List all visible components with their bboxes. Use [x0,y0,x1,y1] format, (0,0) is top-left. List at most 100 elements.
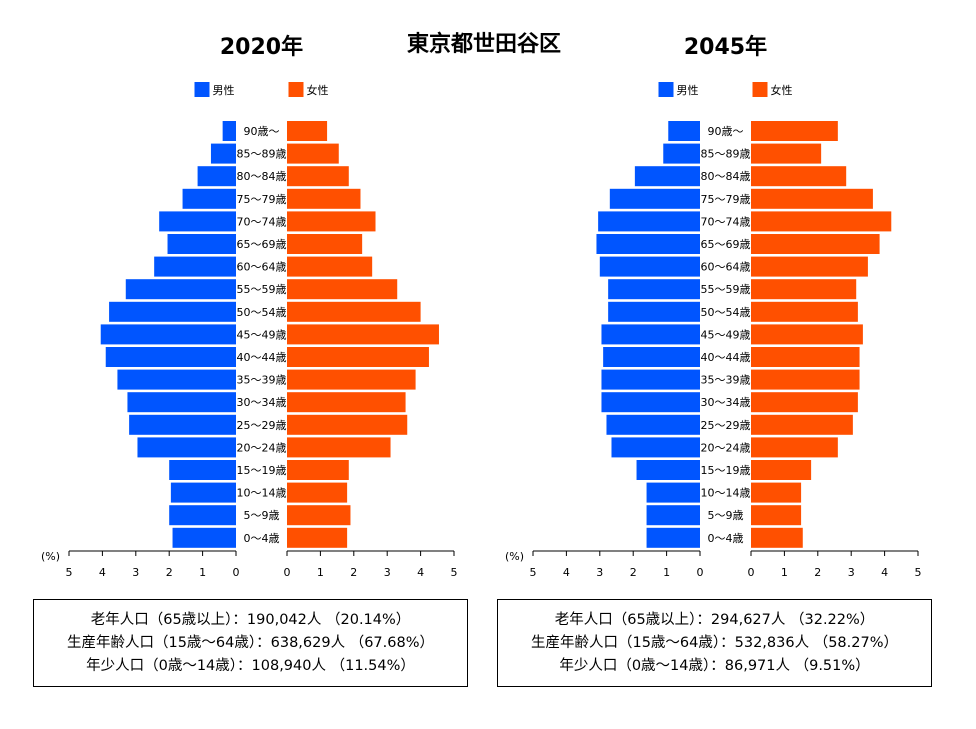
bar-male [609,188,700,209]
age-label: 80〜84歳 [701,170,751,183]
age-label: 75〜79歳 [237,193,287,206]
bar-male [210,143,236,164]
age-label: 35〜39歳 [701,374,751,387]
bar-male [608,301,700,322]
legend-label-male: 男性 [677,83,699,97]
age-label: 20〜24歳 [237,441,287,454]
age-label: 25〜29歳 [237,419,287,432]
bar-female [751,505,802,526]
summary-elderly: 老年人口（65歳以上）：294,627人 （32.22%） [554,611,875,628]
bar-female [287,234,363,254]
age-label: 65〜69歳 [701,238,751,251]
bar-male [668,121,700,141]
bar-female [751,121,838,141]
summary-elderly: 老年人口（65歳以上）：190,042人 （20.14%） [90,611,411,628]
bar-male [601,369,700,390]
legend-swatch-female [288,82,304,97]
bar-male [117,369,236,390]
bar-female [287,166,349,187]
tick-label: 0 [697,566,704,579]
summary-box-2020: 老年人口（65歳以上）：190,042人 （20.14%） 生産年齢人口（15歳… [33,599,468,687]
tick-label: 5 [66,566,73,579]
bar-female [751,234,880,254]
bar-female [751,166,847,187]
bar-male [154,256,236,277]
tick-label: 3 [596,566,603,579]
tick-label: 0 [233,566,240,579]
age-label: 10〜14歳 [701,487,751,500]
age-label: 50〜54歳 [701,306,751,319]
tick-label: 3 [132,566,139,579]
legend-swatch-male [658,82,674,97]
tick-label: 5 [915,566,922,579]
bar-female [751,324,863,345]
pyramid-title: 2020年 [220,34,303,60]
bar-male [634,166,700,187]
bar-male [646,505,700,526]
bar-male [172,527,236,548]
bar-male [137,437,236,458]
age-label: 0〜4歳 [708,532,744,545]
age-label: 85〜89歳 [701,148,751,161]
bar-female [751,347,860,367]
bar-male [611,437,700,458]
bar-female [751,527,803,548]
bar-male [596,234,700,254]
bar-female [287,188,361,209]
tick-label: 2 [814,566,821,579]
bar-male [663,143,700,164]
tick-label: 5 [530,566,537,579]
bar-female [287,414,408,435]
legend-label-female: 女性 [307,83,329,97]
bar-female [287,211,376,232]
tick-label: 1 [663,566,670,579]
age-label: 65〜69歳 [237,238,287,251]
tick-label: 1 [199,566,206,579]
bar-male [601,324,700,345]
bar-male [170,482,236,503]
bar-male [646,482,700,503]
bar-female [287,437,391,458]
bar-male [599,256,700,277]
tick-label: 2 [630,566,637,579]
age-label: 90歳〜 [708,125,744,138]
tick-label: 0 [748,566,755,579]
bar-male [105,347,237,367]
legend-label-male: 男性 [213,83,235,97]
main-title: 東京都世田谷区 [407,31,561,57]
age-label: 40〜44歳 [237,351,287,364]
bar-female [751,482,802,503]
bar-male [603,347,700,367]
age-label: 30〜34歳 [237,396,287,409]
bar-female [751,392,858,413]
age-label: 10〜14歳 [237,487,287,500]
age-label: 45〜49歳 [701,328,751,341]
summary-working: 生産年齢人口（15歳〜64歳）：638,629人 （67.68%） [66,634,434,651]
tick-label: 4 [99,566,106,579]
tick-label: 3 [848,566,855,579]
bar-female [287,279,398,300]
summary-young: 年少人口（0歳〜14歳）：86,971人 （9.51%） [559,657,870,674]
age-label: 80〜84歳 [237,170,287,183]
bar-male [127,392,236,413]
age-label: 20〜24歳 [701,441,751,454]
bar-female [287,324,439,345]
age-label: 50〜54歳 [237,306,287,319]
summary-young: 年少人口（0歳〜14歳）：108,940人 （11.54%） [86,657,415,674]
bar-male [606,414,700,435]
age-label: 15〜19歳 [701,464,751,477]
bar-male [646,527,700,548]
bar-female [751,414,853,435]
age-label: 0〜4歳 [244,532,280,545]
axis-unit-label: (%) [41,550,60,563]
tick-label: 5 [451,566,458,579]
age-label: 45〜49歳 [237,328,287,341]
bar-male [167,234,236,254]
age-label: 55〜59歳 [701,283,751,296]
tick-label: 4 [417,566,424,579]
legend-label-female: 女性 [771,83,793,97]
